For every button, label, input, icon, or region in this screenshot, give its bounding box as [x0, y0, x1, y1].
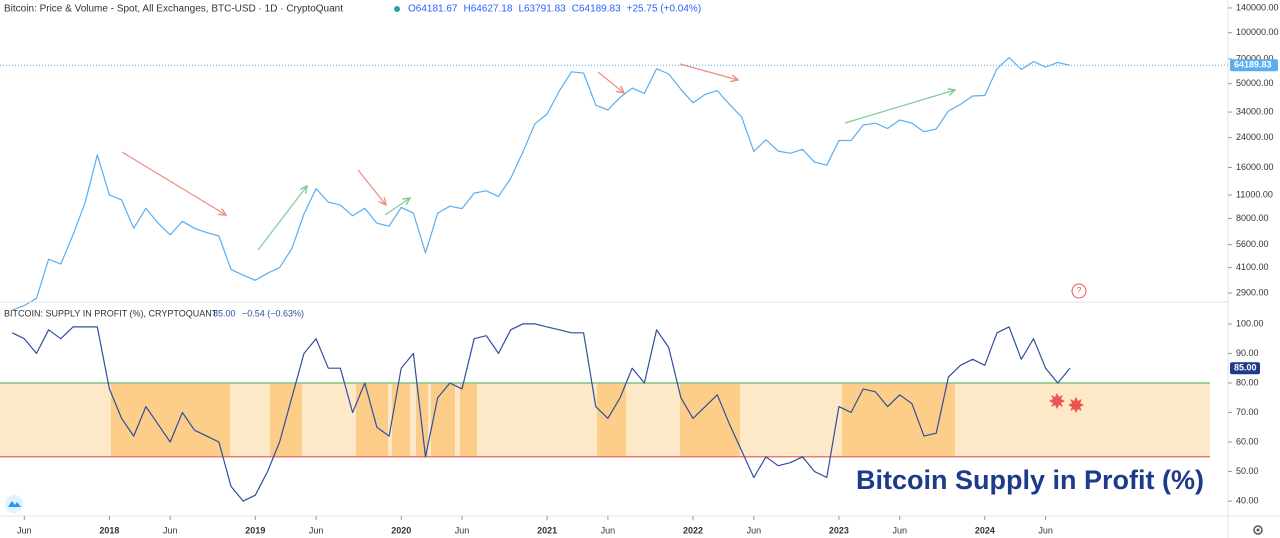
series-line	[11, 323, 1071, 502]
x-tick-label: Jun	[17, 525, 32, 535]
y-tick-label: 16000.00	[1236, 162, 1274, 172]
indicator-title: BITCOIN: SUPPLY IN PROFIT (%), CRYPTOQUA…	[4, 308, 218, 318]
y-tick-label: 5600.00	[1236, 239, 1269, 249]
y-tick-label: 11000.00	[1236, 189, 1273, 199]
y-tick-label: 2900.00	[1236, 287, 1269, 297]
alert-icon-glyph: ?	[1077, 286, 1082, 295]
y-tick-label: 8000.00	[1236, 213, 1269, 223]
last-value-box	[1230, 59, 1278, 72]
annotation-box	[845, 462, 1215, 500]
x-tick-label: 2023	[829, 525, 849, 535]
y-tick-label: 70000.00	[1236, 53, 1274, 63]
logo[interactable]	[5, 495, 23, 513]
ohlc-value: +25.75 (+0.04%)	[627, 4, 702, 15]
x-tick-label: Jun	[455, 525, 470, 535]
last-value-label: 85.00	[1234, 363, 1257, 373]
y-tick-label: 24000.00	[1236, 132, 1274, 142]
ohlc-value: H64627.18	[464, 4, 513, 15]
y-tick-label: 40.00	[1236, 495, 1259, 505]
x-tick-label: 2024	[975, 525, 995, 535]
settings-icon[interactable]	[1253, 525, 1263, 535]
y-tick-label: 4100.00	[1236, 262, 1269, 272]
annotation: Bitcoin Supply in Profit (%)	[856, 465, 1204, 495]
alert-icon[interactable]	[1071, 283, 1087, 299]
ohlc: O64181.67 H64627.18 L63791.83 C64189.83 +25.…	[408, 4, 701, 15]
status-dot	[394, 6, 400, 12]
x-tick-label: Jun	[1038, 525, 1053, 535]
arrows	[121, 63, 955, 251]
x-tick-label: 2022	[683, 525, 703, 535]
ohlc-value: L63791.83	[518, 4, 566, 15]
last-value-box	[1230, 362, 1260, 375]
indicator-change: −0.54 (−0.63%)	[242, 308, 304, 318]
y-tick-label: 50000.00	[1236, 78, 1274, 88]
y-tick-label: 140000.00	[1236, 2, 1279, 12]
x-tick-label: 2020	[391, 525, 411, 535]
y-tick-label: 60.00	[1236, 436, 1259, 446]
y-tick-label: 70.00	[1236, 407, 1259, 417]
y-tick-label: 80.00	[1236, 377, 1259, 387]
x-tick-label: Jun	[601, 525, 616, 535]
x-tick-label: Jun	[309, 525, 324, 535]
y-tick-label: 34000.00	[1236, 106, 1274, 116]
x-tick-label: Jun	[163, 525, 178, 535]
x-tick-label: Jun	[747, 525, 762, 535]
series-line	[11, 57, 1071, 311]
x-tick-label: Jun	[892, 525, 907, 535]
x-tick-label: 2021	[537, 525, 557, 535]
plot	[0, 57, 1210, 502]
y-tick-label: 100000.00	[1236, 27, 1279, 37]
y-tick-label: 100.00	[1236, 318, 1264, 328]
y-tick-label: 90.00	[1236, 348, 1259, 358]
x-tick-label: 2019	[245, 525, 265, 535]
y-tick-label: 50.00	[1236, 466, 1259, 476]
ohlc-value: C64189.83	[572, 4, 621, 15]
last-value-label: 64189.83	[1234, 60, 1272, 70]
price-title: Bitcoin: Price & Volume - Spot, All Exch…	[4, 4, 343, 15]
x-tick-label: 2018	[99, 525, 119, 535]
ohlc-value: O64181.67	[408, 4, 458, 15]
indicator-value: 85.00	[213, 308, 236, 318]
markers	[1049, 393, 1084, 413]
